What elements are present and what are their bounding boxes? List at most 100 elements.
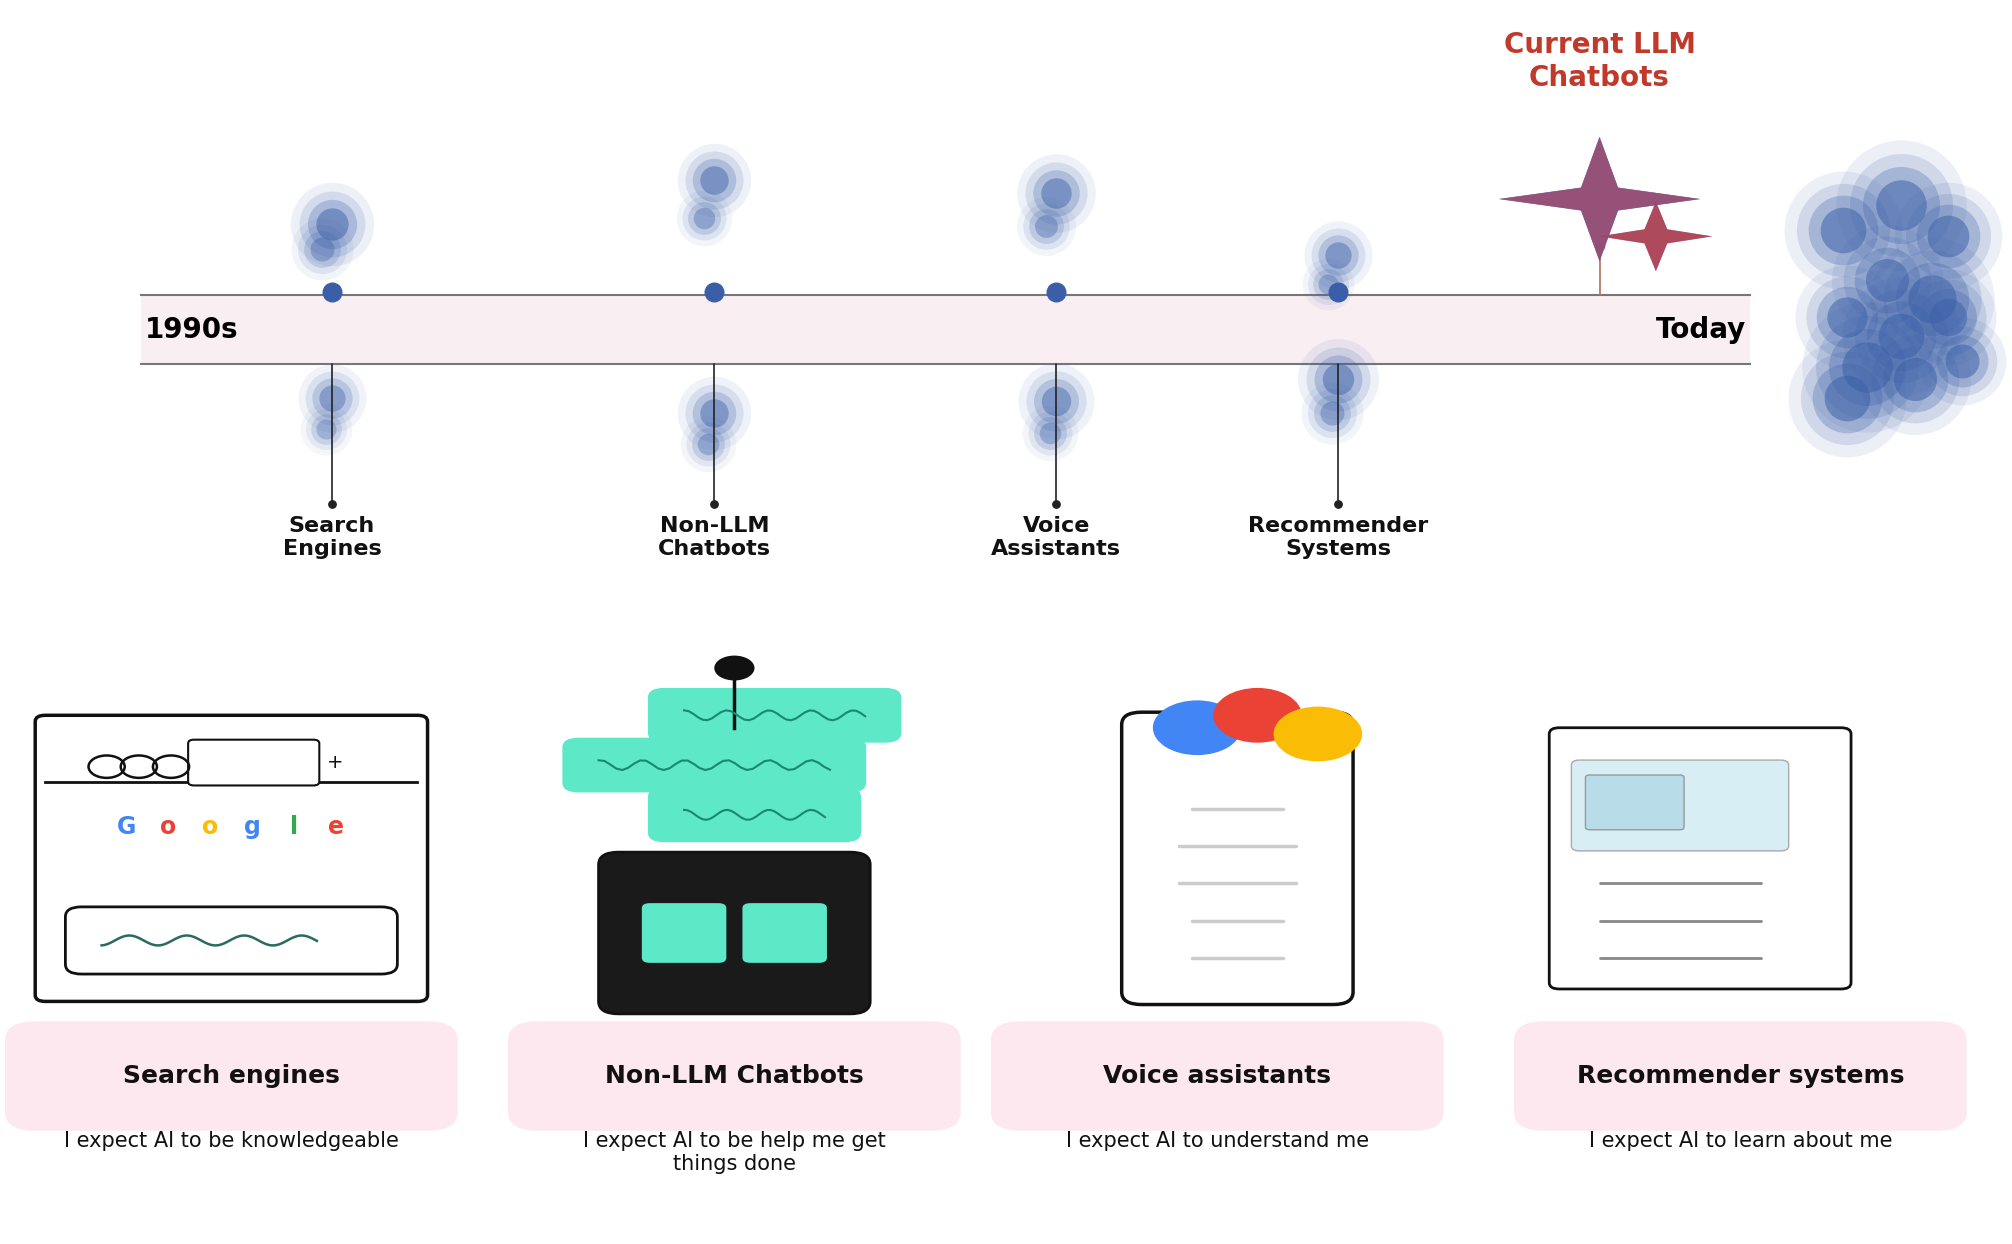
Point bbox=[1851, 357, 1883, 377]
Point bbox=[688, 208, 720, 228]
Point bbox=[1831, 307, 1863, 327]
Point bbox=[698, 403, 730, 423]
Point bbox=[1827, 220, 1859, 240]
Point bbox=[1040, 183, 1072, 203]
Circle shape bbox=[1153, 700, 1241, 755]
Point bbox=[1831, 307, 1863, 327]
FancyBboxPatch shape bbox=[1585, 775, 1684, 830]
Point bbox=[1885, 195, 1917, 215]
Point bbox=[1915, 289, 1948, 309]
Point bbox=[1899, 369, 1932, 389]
Point bbox=[1322, 369, 1354, 389]
Point bbox=[316, 388, 348, 408]
Point bbox=[1316, 403, 1348, 423]
FancyBboxPatch shape bbox=[36, 715, 429, 1001]
Point bbox=[1932, 307, 1964, 327]
Point bbox=[1851, 357, 1883, 377]
Point bbox=[1040, 391, 1072, 411]
Point bbox=[306, 239, 338, 259]
Point bbox=[1030, 216, 1062, 236]
Point bbox=[1322, 245, 1354, 265]
Point bbox=[1932, 226, 1964, 246]
Polygon shape bbox=[1600, 202, 1712, 271]
FancyBboxPatch shape bbox=[1571, 760, 1789, 851]
Point bbox=[1040, 391, 1072, 411]
Point bbox=[1885, 326, 1917, 346]
Point bbox=[698, 403, 730, 423]
Point bbox=[1871, 270, 1903, 290]
Point bbox=[316, 388, 348, 408]
Text: Voice
Assistants: Voice Assistants bbox=[992, 516, 1121, 560]
Point bbox=[1322, 369, 1354, 389]
Point bbox=[1885, 326, 1917, 346]
Point bbox=[1583, 236, 1616, 256]
Point bbox=[692, 434, 724, 454]
Point bbox=[310, 419, 342, 439]
FancyBboxPatch shape bbox=[66, 907, 396, 974]
Point bbox=[1322, 369, 1354, 389]
Point bbox=[698, 170, 730, 190]
Point bbox=[1946, 351, 1978, 371]
Point bbox=[698, 494, 730, 514]
Point bbox=[1040, 391, 1072, 411]
Point bbox=[1932, 226, 1964, 246]
Point bbox=[1899, 369, 1932, 389]
Point bbox=[1871, 270, 1903, 290]
Point bbox=[1932, 307, 1964, 327]
Circle shape bbox=[1213, 688, 1302, 743]
FancyBboxPatch shape bbox=[642, 903, 726, 963]
Point bbox=[698, 170, 730, 190]
Text: Recommender systems: Recommender systems bbox=[1577, 1064, 1903, 1088]
Point bbox=[692, 434, 724, 454]
FancyBboxPatch shape bbox=[507, 1021, 960, 1131]
Text: o: o bbox=[161, 815, 177, 840]
FancyBboxPatch shape bbox=[648, 787, 861, 842]
Point bbox=[1322, 245, 1354, 265]
Point bbox=[1885, 326, 1917, 346]
FancyBboxPatch shape bbox=[1123, 712, 1352, 1005]
Point bbox=[1885, 195, 1917, 215]
Point bbox=[688, 208, 720, 228]
Text: Today: Today bbox=[1656, 316, 1746, 343]
Text: Non-LLM Chatbots: Non-LLM Chatbots bbox=[606, 1064, 863, 1088]
Text: G: G bbox=[117, 815, 137, 840]
Point bbox=[1831, 307, 1863, 327]
Point bbox=[1316, 403, 1348, 423]
Point bbox=[316, 282, 348, 302]
Point bbox=[1040, 494, 1072, 514]
Point bbox=[1932, 307, 1964, 327]
Text: e: e bbox=[328, 815, 344, 840]
Point bbox=[692, 434, 724, 454]
Text: I expect AI to be help me get
things done: I expect AI to be help me get things don… bbox=[583, 1131, 885, 1174]
Point bbox=[698, 170, 730, 190]
Point bbox=[316, 214, 348, 234]
Point bbox=[1030, 216, 1062, 236]
Point bbox=[698, 403, 730, 423]
Text: g: g bbox=[243, 815, 262, 840]
Point bbox=[1871, 270, 1903, 290]
Point bbox=[698, 403, 730, 423]
Point bbox=[1851, 357, 1883, 377]
Point bbox=[1827, 220, 1859, 240]
Point bbox=[310, 419, 342, 439]
Text: +: + bbox=[328, 753, 344, 773]
Text: Search
Engines: Search Engines bbox=[282, 516, 382, 560]
Point bbox=[1915, 289, 1948, 309]
FancyBboxPatch shape bbox=[1549, 728, 1851, 989]
Text: I expect AI to understand me: I expect AI to understand me bbox=[1066, 1131, 1368, 1151]
FancyBboxPatch shape bbox=[141, 295, 1750, 363]
Point bbox=[1322, 282, 1354, 302]
Point bbox=[1316, 403, 1348, 423]
Point bbox=[1316, 403, 1348, 423]
Point bbox=[316, 214, 348, 234]
Text: Search engines: Search engines bbox=[123, 1064, 340, 1088]
Point bbox=[1831, 307, 1863, 327]
Point bbox=[1030, 216, 1062, 236]
Text: Current LLM
Chatbots: Current LLM Chatbots bbox=[1503, 31, 1696, 92]
FancyBboxPatch shape bbox=[742, 903, 827, 963]
Point bbox=[1312, 274, 1344, 294]
Text: I expect AI to be knowledgeable: I expect AI to be knowledgeable bbox=[64, 1131, 398, 1151]
Polygon shape bbox=[1600, 202, 1712, 271]
Point bbox=[1915, 289, 1948, 309]
Point bbox=[1034, 423, 1066, 443]
